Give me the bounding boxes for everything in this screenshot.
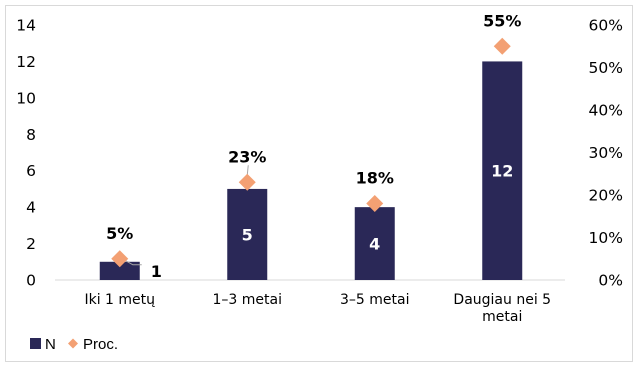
bar [354,207,395,280]
y-right-tick-label: 60% [589,17,623,35]
legend-swatch-proc [68,338,78,349]
x-category-label: 3–5 metai [340,292,409,308]
percent-marker [111,250,129,268]
y-right-tick-label: 10% [589,229,623,247]
bar-value-label: 4 [369,235,380,254]
percent-value-label: 55% [483,11,521,30]
legend: N Proc. [30,336,118,353]
percent-value-label: 18% [356,169,394,188]
bar [482,61,523,280]
y-left-tick-label: 2 [26,235,36,253]
x-category-label: 1–3 metai [213,292,282,308]
bar-series: 1 5 4 12 [99,61,523,281]
y-left-tick-label: 8 [26,126,36,144]
percent-marker [238,173,256,191]
legend-label-n: N [45,336,56,353]
left-axis: 0 2 4 6 8 10 12 14 [16,17,36,290]
y-right-tick-label: 50% [589,59,623,77]
right-axis: 0% 10% 20% 30% 40% 50% 60% [589,17,623,290]
bar-value-label: 12 [491,162,513,181]
y-right-tick-label: 30% [589,144,623,162]
bar [227,188,268,280]
y-left-tick-label: 14 [16,17,36,35]
y-left-tick-label: 0 [26,272,36,290]
bar [99,261,140,280]
leader-line [246,165,249,176]
bar-value-label: 5 [242,225,253,244]
y-right-tick-label: 20% [589,187,623,205]
y-left-tick-label: 10 [16,89,36,107]
y-right-tick-label: 40% [589,102,623,120]
legend-swatch-n [30,338,41,349]
x-category-label: Iki 1 metų [84,292,155,308]
y-right-tick-label: 0% [598,272,623,290]
chart-border [5,5,633,362]
x-axis-labels: Iki 1 metų 1–3 metai 3–5 metai Daugiau nei … [84,292,551,325]
percent-value-label: 23% [228,147,266,166]
percent-value-label: 5% [106,224,133,243]
percent-marker [366,195,384,212]
y-left-tick-label: 12 [16,53,36,71]
bar-value-label: 1 [151,262,162,281]
y-left-tick-label: 6 [26,162,36,180]
legend-label-proc: Proc. [83,336,118,353]
percent-marker [493,37,511,55]
x-category-label: Daugiau nei 5 metai [453,292,551,325]
percent-series: 5% 23% 18% 55% [106,11,521,268]
y-left-tick-label: 4 [26,199,36,217]
leader-line [125,260,142,266]
